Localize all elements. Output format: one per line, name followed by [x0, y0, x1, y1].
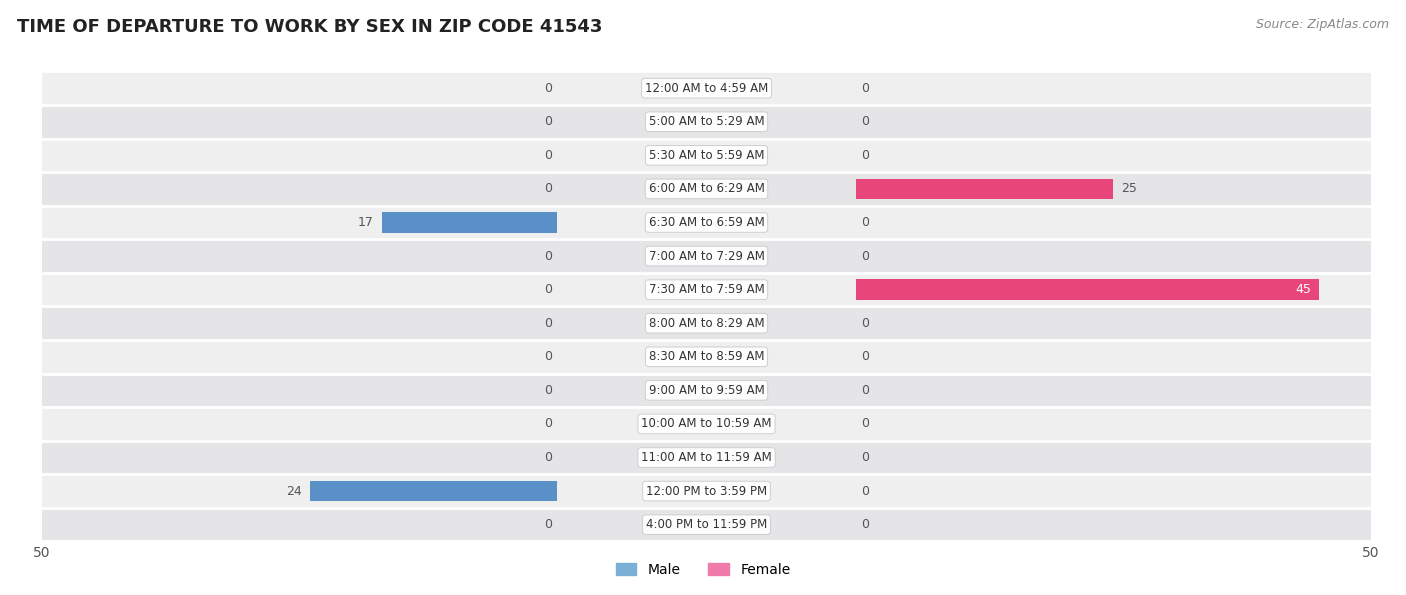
Bar: [557, 407, 856, 441]
Bar: [856, 105, 1371, 139]
Bar: [856, 178, 1114, 199]
Text: 7:00 AM to 7:29 AM: 7:00 AM to 7:29 AM: [648, 249, 765, 262]
Bar: [557, 306, 856, 340]
Text: 0: 0: [544, 283, 553, 296]
Bar: [557, 239, 856, 273]
Bar: [42, 441, 557, 474]
Bar: [42, 139, 557, 172]
Bar: [42, 407, 557, 441]
Text: 0: 0: [860, 216, 869, 229]
Text: 8:00 AM to 8:29 AM: 8:00 AM to 8:29 AM: [648, 317, 765, 330]
Bar: [557, 172, 856, 206]
Text: 0: 0: [860, 451, 869, 464]
Bar: [856, 206, 1371, 239]
Text: 12:00 PM to 3:59 PM: 12:00 PM to 3:59 PM: [645, 484, 768, 497]
Bar: [856, 172, 1371, 206]
Text: 0: 0: [544, 317, 553, 330]
Text: 5:00 AM to 5:29 AM: 5:00 AM to 5:29 AM: [648, 115, 765, 129]
Bar: [856, 407, 1371, 441]
Bar: [42, 206, 557, 239]
Bar: [42, 508, 557, 541]
Text: 7:30 AM to 7:59 AM: 7:30 AM to 7:59 AM: [648, 283, 765, 296]
Text: 24: 24: [285, 484, 302, 497]
Text: 0: 0: [860, 484, 869, 497]
Bar: [311, 481, 557, 502]
Bar: [856, 139, 1371, 172]
Bar: [382, 212, 557, 233]
Text: 0: 0: [860, 249, 869, 262]
Text: 4:00 PM to 11:59 PM: 4:00 PM to 11:59 PM: [645, 518, 768, 531]
Text: 10:00 AM to 10:59 AM: 10:00 AM to 10:59 AM: [641, 418, 772, 430]
Text: 9:00 AM to 9:59 AM: 9:00 AM to 9:59 AM: [648, 384, 765, 397]
Text: 0: 0: [544, 183, 553, 195]
Text: 0: 0: [544, 249, 553, 262]
Bar: [856, 508, 1371, 541]
Bar: [856, 239, 1371, 273]
Bar: [557, 474, 856, 508]
Text: 0: 0: [860, 384, 869, 397]
Bar: [557, 71, 856, 105]
Bar: [856, 374, 1371, 407]
Bar: [557, 340, 856, 374]
Bar: [42, 273, 557, 306]
Text: 0: 0: [860, 350, 869, 364]
Bar: [42, 71, 557, 105]
Text: 0: 0: [860, 518, 869, 531]
Bar: [856, 273, 1371, 306]
Bar: [856, 71, 1371, 105]
Bar: [557, 139, 856, 172]
Text: 11:00 AM to 11:59 AM: 11:00 AM to 11:59 AM: [641, 451, 772, 464]
Text: 6:00 AM to 6:29 AM: 6:00 AM to 6:29 AM: [648, 183, 765, 195]
Bar: [42, 306, 557, 340]
Bar: [557, 508, 856, 541]
Text: 0: 0: [860, 82, 869, 95]
Bar: [42, 340, 557, 374]
Bar: [42, 374, 557, 407]
Bar: [856, 474, 1371, 508]
Bar: [856, 441, 1371, 474]
Text: Source: ZipAtlas.com: Source: ZipAtlas.com: [1256, 18, 1389, 31]
Text: TIME OF DEPARTURE TO WORK BY SEX IN ZIP CODE 41543: TIME OF DEPARTURE TO WORK BY SEX IN ZIP …: [17, 18, 602, 36]
Bar: [557, 441, 856, 474]
Text: 17: 17: [359, 216, 374, 229]
Text: 0: 0: [544, 518, 553, 531]
Bar: [42, 239, 557, 273]
Text: 5:30 AM to 5:59 AM: 5:30 AM to 5:59 AM: [648, 149, 765, 162]
Text: 0: 0: [860, 149, 869, 162]
Bar: [557, 206, 856, 239]
Text: 0: 0: [544, 350, 553, 364]
Bar: [557, 273, 856, 306]
Bar: [856, 306, 1371, 340]
Text: 0: 0: [544, 451, 553, 464]
Text: 0: 0: [544, 418, 553, 430]
Text: 0: 0: [544, 149, 553, 162]
Bar: [557, 374, 856, 407]
Text: 8:30 AM to 8:59 AM: 8:30 AM to 8:59 AM: [648, 350, 765, 364]
Bar: [856, 279, 1319, 300]
Text: 0: 0: [544, 384, 553, 397]
Text: 0: 0: [860, 317, 869, 330]
Bar: [557, 105, 856, 139]
Text: 0: 0: [544, 82, 553, 95]
Bar: [42, 172, 557, 206]
Text: 6:30 AM to 6:59 AM: 6:30 AM to 6:59 AM: [648, 216, 765, 229]
Text: 0: 0: [860, 418, 869, 430]
Bar: [42, 105, 557, 139]
Legend: Male, Female: Male, Female: [610, 557, 796, 582]
Text: 45: 45: [1295, 283, 1310, 296]
Bar: [42, 474, 557, 508]
Text: 25: 25: [1122, 183, 1137, 195]
Bar: [856, 340, 1371, 374]
Text: 0: 0: [544, 115, 553, 129]
Text: 0: 0: [860, 115, 869, 129]
Text: 12:00 AM to 4:59 AM: 12:00 AM to 4:59 AM: [645, 82, 768, 95]
